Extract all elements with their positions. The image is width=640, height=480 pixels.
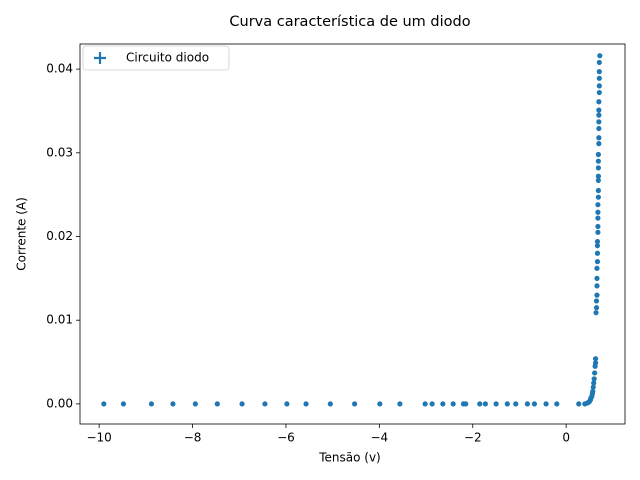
point [594,292,600,298]
point [543,401,549,407]
point [531,401,538,407]
plot-frame [79,43,626,425]
point [595,165,601,171]
point [482,401,488,407]
point [504,401,510,407]
point [429,401,435,407]
point [594,283,600,289]
point [590,384,596,390]
point [595,173,601,179]
point [327,401,333,407]
y-tick-label: 0.00 [46,396,73,410]
point [596,119,602,125]
point [597,53,603,59]
point [595,202,601,208]
point [591,376,597,382]
point [595,187,601,194]
x-tick-label: 0 [562,431,570,445]
x-tick-label: −4 [371,431,389,445]
point [593,310,599,316]
point [594,238,601,245]
point [477,401,483,407]
point [596,125,602,132]
point [440,401,446,407]
point [596,141,602,147]
point [422,401,428,407]
chart-title: Curva característica de um diodo [229,14,470,30]
point [594,250,601,256]
point [377,401,383,407]
point [170,401,176,407]
point [593,305,600,311]
point [463,401,469,407]
point [595,229,601,235]
y-tick-label: 0.01 [46,313,73,327]
point [593,298,600,304]
legend-label: Circuito diodo [126,51,209,65]
x-axis-label: Tensão (v) [318,451,381,465]
x-tick-label: −10 [86,431,111,445]
point [595,215,601,221]
point [594,265,600,271]
point [192,401,198,407]
point [352,401,358,407]
point [595,223,601,230]
point [596,83,602,89]
point [595,177,601,184]
point [590,388,596,394]
point [596,99,602,105]
point [284,401,290,407]
point [591,380,597,386]
point [592,356,599,362]
legend-box [82,45,230,71]
x-tick-label: −8 [184,431,202,445]
point [148,401,155,407]
point [596,75,602,81]
point [596,112,602,118]
x-tick-label: −2 [464,431,482,445]
point [120,401,127,407]
point [595,151,601,158]
point [595,194,601,200]
point [596,107,602,113]
point [524,401,530,407]
point [592,360,599,366]
point [595,209,601,215]
point [554,401,560,407]
point [576,401,582,407]
y-tick-label: 0.03 [46,145,73,159]
point [595,158,601,164]
point [596,59,602,66]
point [596,89,602,96]
x-tick-label: −6 [277,431,295,445]
point [594,243,601,249]
point [596,69,602,75]
y-tick-label: 0.02 [46,229,73,243]
point [214,401,220,407]
point [513,401,519,407]
y-tick-label: 0.04 [46,62,73,76]
point [594,259,601,265]
point [493,401,499,407]
point [303,401,309,407]
y-axis-label: Corrente (A) [15,197,29,271]
point [592,370,598,376]
point [101,401,107,407]
point [262,401,268,407]
point [239,401,245,407]
point [397,401,403,407]
point [450,401,456,407]
point [596,135,602,141]
legend-marker [94,52,106,64]
point [594,275,600,281]
